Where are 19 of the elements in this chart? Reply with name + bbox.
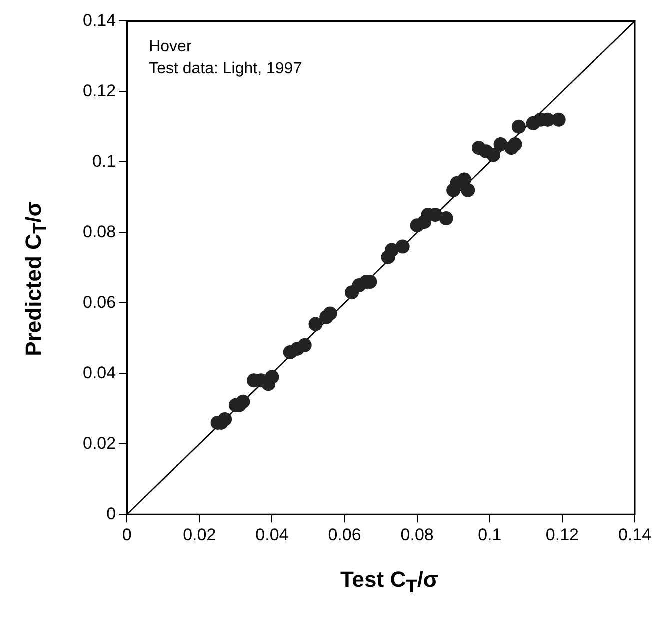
x-tick-label: 0.14 — [618, 525, 652, 544]
x-tick-label: 0 — [122, 525, 132, 544]
y-tick-label: 0.04 — [82, 363, 116, 382]
x-tick-label: 0.02 — [183, 525, 216, 544]
y-tick-label: 0.1 — [92, 152, 116, 171]
x-tick-label: 0.08 — [400, 525, 434, 544]
annotation: Test data: Light, 1997 — [149, 60, 302, 78]
x-tick-label: 0.06 — [328, 525, 362, 544]
y-tick-label: 0.12 — [82, 81, 116, 100]
y-tick-label: 0.06 — [82, 292, 116, 312]
x-axis-title: Test C$_{T}$/σ — [340, 566, 440, 597]
x-tick-label: 0.04 — [256, 525, 289, 544]
x-tick-label: 0.12 — [546, 525, 579, 544]
y-tick-label: 0.02 — [82, 434, 116, 453]
y-tick-label: 0.08 — [82, 222, 116, 242]
annotation: Hover — [149, 38, 192, 56]
y-tick-label: 0.14 — [82, 10, 116, 30]
x-tick-label: 0.1 — [478, 525, 502, 544]
y-tick-label: 0 — [106, 504, 116, 524]
